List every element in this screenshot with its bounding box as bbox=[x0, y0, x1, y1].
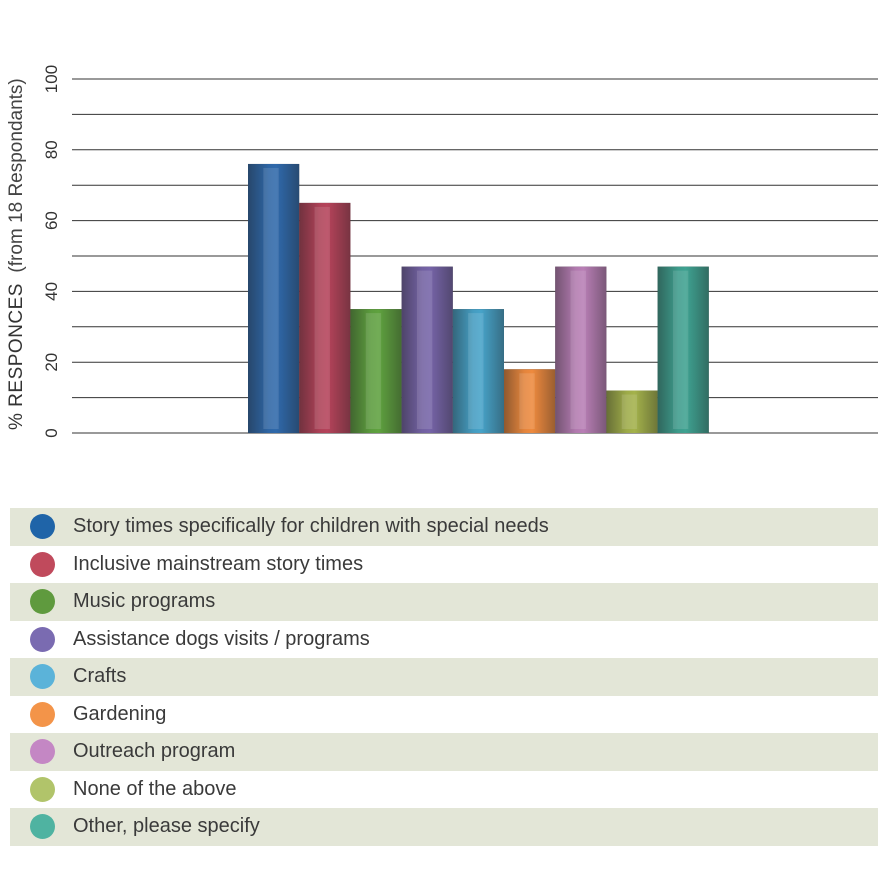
legend-label: Inclusive mainstream story times bbox=[73, 552, 364, 575]
legend-swatch bbox=[30, 814, 55, 840]
bar-highlight bbox=[263, 167, 279, 429]
legend: Story times specifically for children wi… bbox=[10, 508, 878, 846]
y-axis-ticks: 0 20 40 60 80 100 bbox=[42, 65, 61, 438]
y-tick-label: 100 bbox=[42, 65, 61, 93]
y-axis-label: % RESPONCES (from 18 Respondants) bbox=[6, 78, 27, 430]
bar bbox=[350, 309, 402, 433]
bar-highlight bbox=[519, 373, 535, 429]
bar bbox=[299, 202, 351, 433]
bar-highlight bbox=[468, 313, 484, 429]
legend-item: Gardening bbox=[10, 696, 878, 734]
y-axis-label-sub: (from 18 Respondants) bbox=[6, 78, 27, 272]
legend-swatch bbox=[30, 701, 55, 727]
bar-chart: 0 20 40 60 80 100 % RESPONCES (from 18 Respon… bbox=[6, 65, 878, 438]
legend-swatch bbox=[30, 776, 55, 802]
bar bbox=[401, 266, 453, 433]
legend-label: Music programs bbox=[73, 590, 216, 613]
legend-swatch bbox=[30, 514, 55, 540]
y-tick-label: 60 bbox=[42, 211, 61, 230]
legend-item: Music programs bbox=[10, 583, 878, 621]
legend-label: Crafts bbox=[73, 665, 127, 688]
legend-item: Crafts bbox=[10, 658, 878, 696]
legend-label: None of the above bbox=[73, 777, 237, 800]
legend-item: Story times specifically for children wi… bbox=[10, 508, 878, 546]
bar-highlight bbox=[621, 394, 638, 429]
legend-swatch bbox=[30, 739, 55, 765]
bar-highlight bbox=[570, 270, 586, 429]
y-tick-label: 80 bbox=[42, 140, 61, 159]
legend-swatch bbox=[30, 664, 55, 690]
y-tick-label: 40 bbox=[42, 282, 61, 301]
bar bbox=[606, 390, 658, 433]
bar bbox=[555, 266, 607, 433]
y-tick-label: 0 bbox=[42, 428, 61, 437]
bar-highlight bbox=[365, 313, 382, 429]
legend-item: Other, please specify bbox=[10, 808, 878, 846]
y-axis-label-main: % RESPONCES bbox=[6, 283, 27, 430]
bar bbox=[452, 309, 504, 433]
legend-label: Outreach program bbox=[73, 740, 236, 763]
gridlines bbox=[72, 78, 878, 434]
legend-label: Other, please specify bbox=[73, 815, 260, 838]
bar-highlight bbox=[416, 270, 433, 429]
legend-item: Assistance dogs visits / programs bbox=[10, 621, 878, 659]
legend-swatch bbox=[30, 626, 55, 652]
bar bbox=[248, 163, 300, 433]
bar bbox=[657, 266, 709, 433]
bar bbox=[504, 369, 556, 433]
legend-label: Gardening bbox=[73, 702, 167, 725]
bar-highlight bbox=[672, 270, 689, 429]
legend-item: None of the above bbox=[10, 771, 878, 809]
legend-label: Story times specifically for children wi… bbox=[73, 515, 549, 538]
legend-swatch bbox=[30, 551, 55, 577]
legend-swatch bbox=[30, 589, 55, 615]
y-tick-label: 20 bbox=[42, 353, 61, 372]
legend-item: Inclusive mainstream story times bbox=[10, 546, 878, 584]
legend-label: Assistance dogs visits / programs bbox=[73, 627, 370, 650]
legend-item: Outreach program bbox=[10, 733, 878, 771]
bars bbox=[248, 163, 709, 433]
bar-highlight bbox=[314, 206, 330, 429]
